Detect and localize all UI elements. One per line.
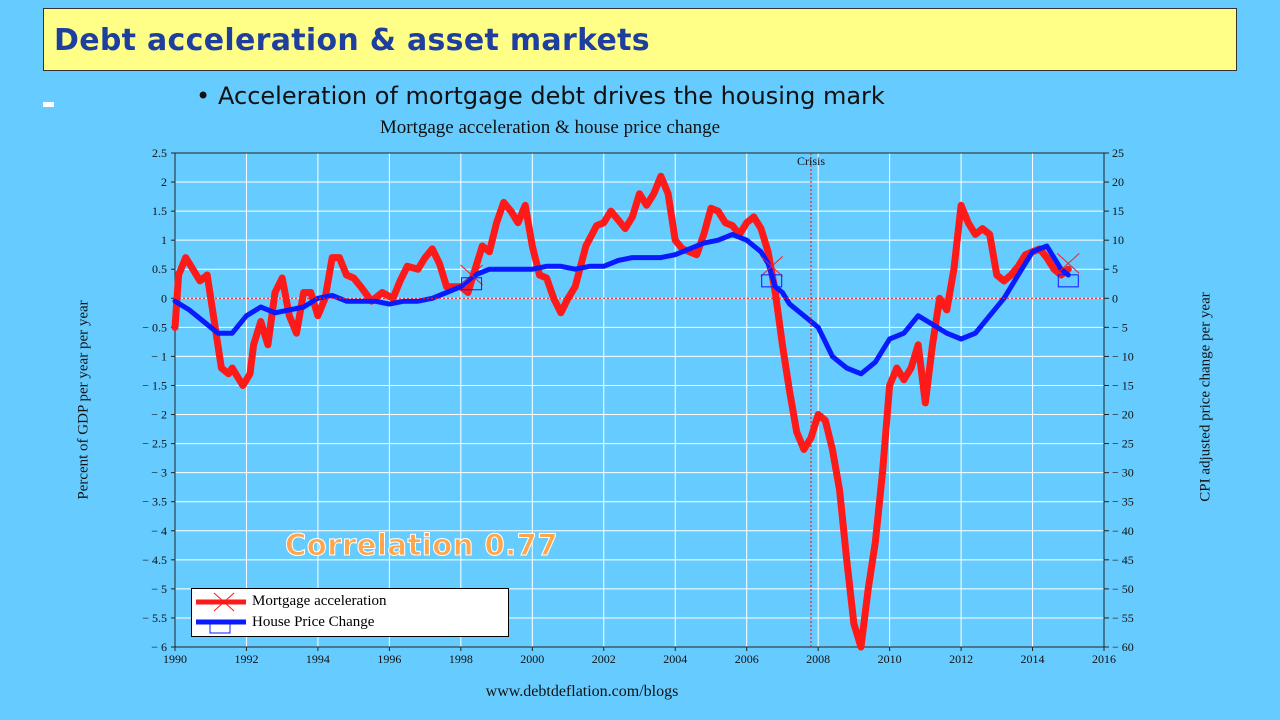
bullet-text: Acceleration of mortgage debt drives the… [218, 82, 885, 110]
y-right-tick-label: 0 [1112, 291, 1118, 305]
y-tick-label: 1.5 [152, 204, 167, 218]
y-tick-label: − 2 [151, 408, 167, 422]
y-right-tick-label: 5 [1112, 262, 1118, 276]
x-tick-label: 2006 [735, 652, 759, 666]
y-tick-label: − 1 [151, 349, 167, 363]
x-tick-label: 2002 [592, 652, 616, 666]
legend-label-house-price: House Price Change [252, 614, 375, 630]
x-tick-label: 1994 [306, 652, 330, 666]
annotations: Crisis [175, 153, 1104, 647]
axis-ticks: 1990 1992 1994 1996 1998 2000 2002 2004 2006 2008… [142, 146, 1134, 666]
y-tick-label: − 4 [151, 524, 167, 538]
grid-lines [174, 152, 1105, 648]
plot-area [175, 153, 1104, 647]
y-right-tick-label: − 40 [1112, 524, 1134, 538]
house-square-marker [461, 277, 483, 291]
mortgage-acceleration-line [171, 172, 1072, 651]
x-tick-label: 1990 [163, 652, 187, 666]
x-tick-label: 2014 [1021, 652, 1045, 666]
y-tick-label: 2 [161, 175, 167, 189]
y-right-tick-label: − 45 [1112, 553, 1134, 567]
y-tick-label: − 3 [151, 466, 167, 480]
y-right-tick-label: 10 [1112, 233, 1124, 247]
y-right-tick-label: − 5 [1112, 320, 1128, 334]
y-tick-label: 2.5 [152, 146, 167, 160]
y-tick-label: − 6 [151, 640, 167, 654]
source-url: www.debtdeflation.com/blogs [485, 683, 679, 700]
y-tick-label: − 3.5 [142, 495, 167, 509]
mortgage-cross-marker [1056, 253, 1080, 274]
y-tick-label: − 5 [151, 582, 167, 596]
title-box: Debt acceleration & asset markets [43, 8, 1237, 71]
y-right-tick-label: − 30 [1112, 466, 1134, 480]
house-square-marker [1057, 274, 1079, 288]
y-right-tick-label: − 35 [1112, 495, 1134, 509]
house-square-marker [761, 274, 783, 288]
y-right-tick-label: − 10 [1112, 349, 1134, 363]
mortgage-cross-marker [460, 264, 483, 286]
x-tick-label: 2016 [1092, 652, 1116, 666]
y-right-tick-label: − 20 [1112, 408, 1134, 422]
y-tick-label: − 5.5 [142, 611, 167, 625]
y-right-tick-label: − 25 [1112, 437, 1134, 451]
chart-title: Mortgage acceleration & house price chan… [379, 117, 721, 138]
x-tick-label: 2008 [806, 652, 830, 666]
correlation-annotation: Correlation 0.77 [284, 528, 559, 563]
y-right-tick-label: 15 [1112, 204, 1124, 218]
y-right-tick-label: 25 [1112, 146, 1124, 160]
bullet-dot-icon: • [196, 82, 211, 110]
chart-legend: Mortgage acceleration House Price Change [191, 588, 509, 637]
y-right-tick-label: − 50 [1112, 582, 1134, 596]
mortgage-cross-marker [760, 255, 784, 277]
dash-mark [43, 102, 54, 107]
y-tick-label: − 1.5 [142, 378, 167, 392]
series-markers [460, 253, 1080, 291]
y-tick-label: − 2.5 [142, 437, 167, 451]
y-tick-label: 0.5 [152, 262, 167, 276]
legend-house-square-icon [196, 619, 246, 634]
crisis-label: Crisis [797, 154, 825, 168]
bullet-item: • Acceleration of mortgage debt drives th… [196, 82, 885, 110]
y-right-tick-label: − 55 [1112, 611, 1134, 625]
y-tick-label: − 4.5 [142, 553, 167, 567]
y-right-tick-label: 20 [1112, 175, 1124, 189]
legend-item-mortgage: Mortgage acceleration [192, 591, 508, 613]
x-tick-label: 2000 [520, 652, 544, 666]
y-axis-label-right: CPI adjusted price change per year [1197, 292, 1214, 502]
x-tick-label: 2010 [878, 652, 902, 666]
y-right-tick-label: − 60 [1112, 640, 1134, 654]
plot-border [174, 152, 1105, 648]
y-tick-label: 1 [161, 233, 167, 247]
legend-item-house-price: House Price Change [192, 612, 508, 634]
slide-title: Debt acceleration & asset markets [54, 23, 650, 58]
y-tick-label: − 0.5 [142, 320, 167, 334]
x-tick-label: 2004 [663, 652, 687, 666]
x-tick-label: 1998 [449, 652, 473, 666]
legend-label-mortgage: Mortgage acceleration [252, 593, 387, 609]
y-tick-label: 0 [161, 291, 167, 305]
y-axis-label-left: Percent of GDP per year per year [75, 300, 92, 500]
y-right-tick-label: − 15 [1112, 378, 1134, 392]
x-tick-label: 1996 [377, 652, 401, 666]
series-lines [171, 172, 1072, 651]
x-tick-label: 1992 [234, 652, 258, 666]
legend-mortgage-cross-icon [196, 592, 246, 612]
x-tick-label: 2012 [949, 652, 973, 666]
house-price-change-line [172, 231, 1071, 377]
